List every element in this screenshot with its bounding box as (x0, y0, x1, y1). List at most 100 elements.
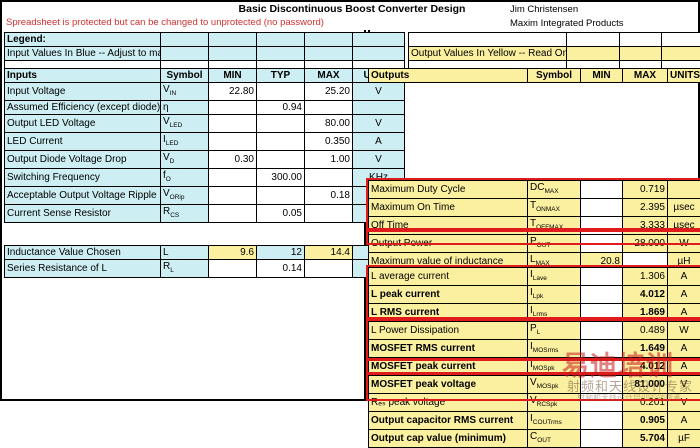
input-cell-min[interactable]: 0.30 (209, 151, 257, 169)
row-symbol: L (161, 246, 209, 260)
input-cell-max[interactable] (305, 169, 353, 187)
row-symbol: TONMAX (528, 199, 581, 217)
input-cell-max[interactable]: 0.350 (305, 133, 353, 151)
input-cell-typ[interactable] (257, 115, 305, 133)
input-cell-typ[interactable]: 0.05 (257, 205, 305, 223)
input-cell-min[interactable] (209, 205, 257, 223)
output-cell-max: 3.333 (623, 217, 668, 235)
input-cell-max[interactable]: 25.20 (305, 83, 353, 101)
input-cell-min[interactable] (209, 260, 257, 278)
row-symbol: η (161, 101, 209, 115)
legend-output-note: Output Values In Yellow -- Read Only (409, 47, 567, 61)
output-cell-min (581, 340, 623, 358)
output-cell-min (581, 286, 623, 304)
output-cell-min (581, 217, 623, 235)
column-header-max: MAX (623, 69, 668, 83)
row-label: Current Sense Resistor (5, 205, 161, 223)
output-cell-min (581, 235, 623, 253)
output-cell-max: 0.489 (623, 322, 668, 340)
row-units: µsec (668, 217, 700, 235)
input-cell-max[interactable]: 0.18 (305, 187, 353, 205)
input-cell-typ[interactable] (257, 187, 305, 205)
input-cell-typ[interactable] (257, 151, 305, 169)
output-cell-min (581, 430, 623, 448)
input-cell-typ[interactable]: 300.00 (257, 169, 305, 187)
row-label: Rₑₛ peak voltage (369, 394, 528, 412)
input-cell-max[interactable] (305, 260, 353, 278)
input-cell-min[interactable] (209, 133, 257, 151)
output-cell-min (581, 394, 623, 412)
row-label: Off Time (369, 217, 528, 235)
input-cell-max[interactable] (305, 205, 353, 223)
input-cell-typ[interactable] (257, 133, 305, 151)
legend-pad (209, 33, 257, 47)
row-symbol: COUT (528, 430, 581, 448)
input-cell-min[interactable] (209, 115, 257, 133)
row-label: MOSFET RMS current (369, 340, 528, 358)
input-cell-min[interactable] (209, 101, 257, 115)
legend-pad (161, 33, 209, 47)
row-symbol: VIN (161, 83, 209, 101)
input-cell-max[interactable]: 1.00 (305, 151, 353, 169)
company-name: Maxim Integrated Products (510, 18, 624, 29)
input-cell-typ[interactable]: 0.14 (257, 260, 305, 278)
column-header-max: MAX (305, 69, 353, 83)
input-cell-max[interactable]: 80.00 (305, 115, 353, 133)
row-symbol: DCMAX (528, 181, 581, 199)
row-symbol: TOFFMAX (528, 217, 581, 235)
output-cell-max: 0.201 (623, 394, 668, 412)
row-label: Output Diode Voltage Drop (5, 151, 161, 169)
author-name: Jim Christensen (510, 4, 578, 15)
row-units: W (668, 322, 700, 340)
input-cell-typ[interactable]: 12 (257, 246, 305, 260)
legend-pad (209, 47, 257, 61)
row-symbol: ILpk (528, 286, 581, 304)
input-cell-min[interactable] (209, 187, 257, 205)
row-units: A (668, 340, 700, 358)
table-header-row: InputsSymbolMINTYPMAXUNITS (5, 69, 405, 83)
input-cell-min[interactable] (209, 169, 257, 187)
spreadsheet-canvas: Basic Discontinuous Boost Converter Desi… (0, 0, 700, 401)
row-label: LED Current (5, 133, 161, 151)
input-cell-min[interactable]: 22.80 (209, 83, 257, 101)
output-cell-max: 4.012 (623, 286, 668, 304)
row-symbol: RCS (161, 205, 209, 223)
row-label: MOSFET peak voltage (369, 376, 528, 394)
column-header-units: UNITS (668, 69, 700, 83)
input-cell-typ[interactable] (257, 83, 305, 101)
row-units: W (668, 235, 700, 253)
legend-pad-out (620, 33, 662, 47)
input-cell-min[interactable]: 9.6 (209, 246, 257, 260)
row-units: A (353, 133, 405, 151)
output-cell-max: 1.649 (623, 340, 668, 358)
legend-label: Legend: (5, 33, 161, 47)
row-units: V (668, 394, 700, 412)
row-symbol: IMOSpk (528, 358, 581, 376)
inductance-table: Inductance Value ChosenL9.61214.4µHSerie… (4, 245, 405, 278)
row-symbol: ILrms (528, 304, 581, 322)
legend-input-note: Input Values In Blue -- Adjust to match … (5, 47, 161, 61)
output-cell-min (581, 199, 623, 217)
output-cell-max: 5.704 (623, 430, 668, 448)
row-label: L average current (369, 268, 528, 286)
row-units: A (668, 286, 700, 304)
row-label: Inductance Value Chosen (5, 246, 161, 260)
output-cell-min (581, 322, 623, 340)
row-label: Maximum On Time (369, 199, 528, 217)
input-cell-max[interactable] (305, 101, 353, 115)
input-cell-typ[interactable]: 0.94 (257, 101, 305, 115)
row-units: A (668, 268, 700, 286)
input-cell-max[interactable]: 14.4 (305, 246, 353, 260)
legend-pad-out (567, 33, 620, 47)
